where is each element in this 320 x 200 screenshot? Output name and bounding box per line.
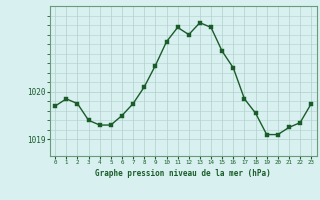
X-axis label: Graphe pression niveau de la mer (hPa): Graphe pression niveau de la mer (hPa) bbox=[95, 169, 271, 178]
